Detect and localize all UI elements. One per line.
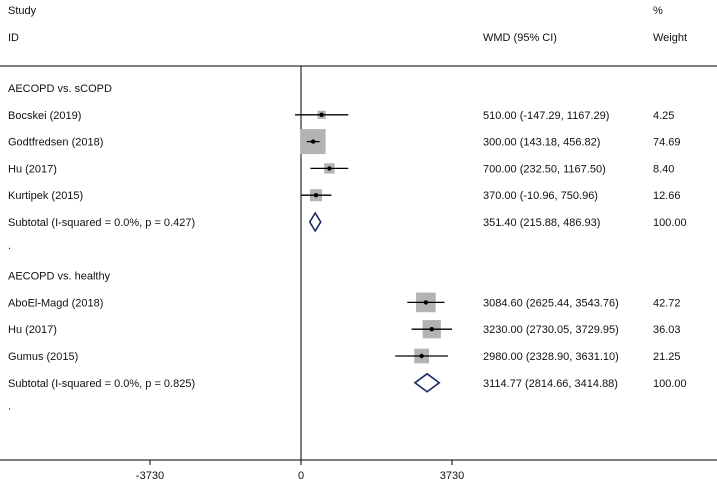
ci-text: 370.00 (-10.96, 750.96) bbox=[483, 190, 598, 202]
ci-text: 510.00 (-147.29, 1167.29) bbox=[483, 110, 609, 122]
study-label: Godtfredsen (2018) bbox=[8, 137, 103, 149]
header-study: Study bbox=[8, 5, 37, 17]
point-estimate bbox=[327, 166, 332, 171]
weight-text: 100.00 bbox=[653, 217, 687, 229]
subtotal-label: Subtotal (I-squared = 0.0%, p = 0.427) bbox=[8, 217, 195, 229]
weight-text: 74.69 bbox=[653, 137, 681, 149]
header-percent: % bbox=[653, 5, 663, 17]
pooled-diamond bbox=[413, 372, 441, 393]
plot-marks: AECOPD vs. sCOPD Bocskei (2019) 510.00 (-1… bbox=[8, 83, 687, 482]
ci-text: 3084.60 (2625.44, 3543.76) bbox=[483, 297, 619, 309]
weight-text: 12.66 bbox=[653, 190, 681, 202]
point-estimate bbox=[313, 193, 319, 198]
study-label: Gumus (2015) bbox=[8, 351, 78, 363]
pooled-diamond bbox=[308, 211, 322, 233]
point-estimate bbox=[429, 327, 434, 332]
point-estimate bbox=[319, 112, 324, 118]
weight-text: 36.03 bbox=[653, 324, 681, 336]
weight-text: 42.72 bbox=[653, 297, 681, 309]
spacer-dot: . bbox=[8, 401, 11, 413]
weight-text: 8.40 bbox=[653, 163, 674, 175]
ci-text: 300.00 (143.18, 456.82) bbox=[483, 137, 600, 149]
x-tick-label: 3730 bbox=[440, 470, 464, 482]
ci-text: 700.00 (232.50, 1167.50) bbox=[483, 163, 606, 175]
subtotal-label: Subtotal (I-squared = 0.0%, p = 0.825) bbox=[8, 378, 195, 390]
point-estimate bbox=[310, 139, 316, 144]
header-weight: Weight bbox=[653, 32, 687, 44]
header-id: ID bbox=[8, 32, 19, 44]
ci-text: 351.40 (215.88, 486.93) bbox=[483, 217, 600, 229]
header-effect: WMD (95% CI) bbox=[483, 32, 557, 44]
group-title: AECOPD vs. sCOPD bbox=[8, 83, 112, 95]
weight-text: 4.25 bbox=[653, 110, 674, 122]
study-label: AboEl-Magd (2018) bbox=[8, 297, 103, 309]
study-label: Hu (2017) bbox=[8, 324, 57, 336]
x-tick-label: -3730 bbox=[136, 470, 164, 482]
study-label: Bocskei (2019) bbox=[8, 110, 81, 122]
ci-text: 3114.77 (2814.66, 3414.88) bbox=[483, 378, 618, 390]
spacer-dot: . bbox=[8, 240, 11, 252]
group-title: AECOPD vs. healthy bbox=[8, 271, 111, 283]
x-tick-label: 0 bbox=[298, 470, 304, 482]
ci-text: 3230.00 (2730.05, 3729.95) bbox=[483, 324, 619, 336]
point-estimate bbox=[423, 300, 429, 305]
study-label: Kurtipek (2015) bbox=[8, 190, 83, 202]
weight-text: 21.25 bbox=[653, 351, 681, 363]
weight-text: 100.00 bbox=[653, 378, 687, 390]
ci-text: 2980.00 (2328.90, 3631.10) bbox=[483, 351, 619, 363]
study-label: Hu (2017) bbox=[8, 163, 57, 175]
point-estimate bbox=[419, 353, 424, 359]
